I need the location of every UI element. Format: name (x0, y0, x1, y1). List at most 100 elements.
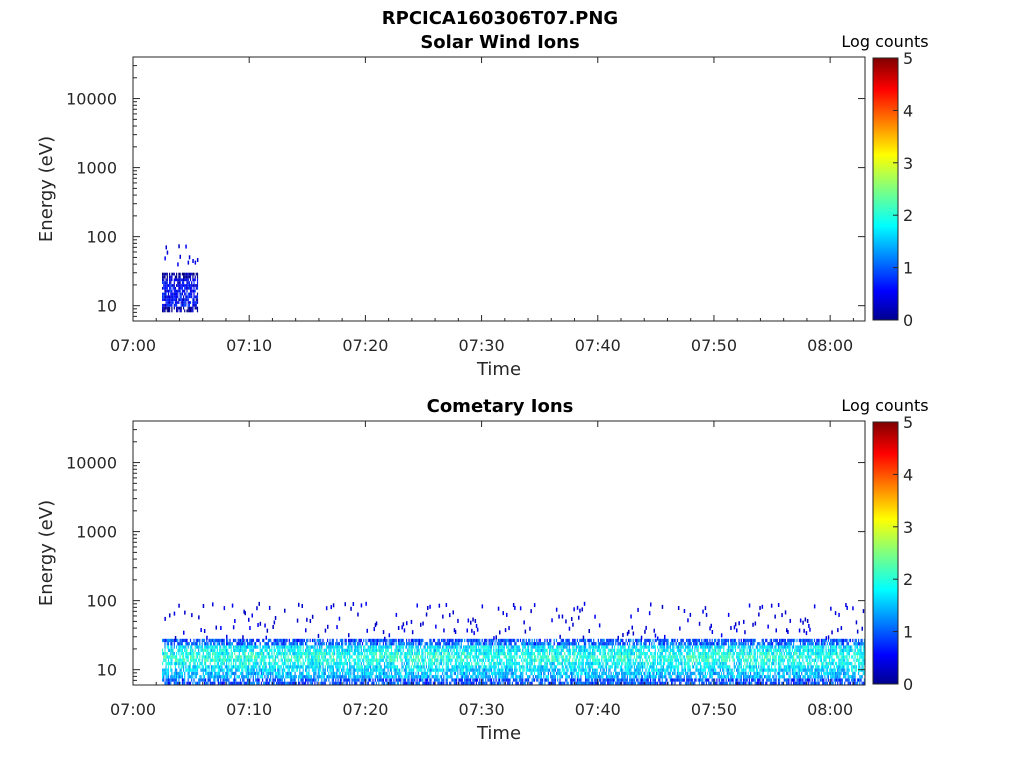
spectrogram-cell (392, 658, 394, 662)
spectrogram-cell (371, 668, 373, 672)
spectrogram-cell (504, 628, 507, 633)
spectrogram-cell (447, 642, 450, 646)
spectrogram-cell (325, 642, 328, 646)
spectrogram-cell (378, 638, 380, 643)
spectrogram-cell (510, 652, 512, 656)
spectrogram-cell (614, 655, 616, 659)
spectrogram-cell (630, 661, 632, 666)
spectrogram-cell (212, 645, 214, 649)
spectrogram-cell (578, 668, 580, 672)
spectrogram-cell (523, 668, 525, 672)
spectrogram-cell (621, 652, 623, 656)
spectrogram-cell (442, 655, 444, 659)
spectrogram-cell (336, 638, 338, 643)
spectrogram-cell (248, 655, 250, 659)
spectrogram-cell (536, 638, 538, 643)
spectrogram-cell (368, 638, 371, 643)
spectrogram-cell (174, 289, 176, 293)
spectrogram-cell (644, 675, 646, 679)
spectrogram-cell (580, 675, 582, 679)
spectrogram-cell (590, 675, 592, 679)
spectrogram-cell (358, 648, 360, 652)
spectrogram-cell (257, 645, 259, 649)
spectrogram-cell (209, 645, 211, 649)
spectrogram-cell (291, 668, 293, 672)
spectrogram-cell (411, 652, 414, 656)
spectrogram-cell (258, 601, 260, 606)
spectrogram-cell (356, 661, 358, 666)
spectrogram-cell (199, 681, 201, 685)
spectrogram-cell (514, 642, 516, 646)
spectrogram-cell (317, 638, 319, 643)
spectrogram-cell (352, 652, 354, 656)
spectrogram-cell (427, 648, 429, 652)
spectrogram-cell (179, 286, 181, 290)
spectrogram-cell (488, 661, 490, 666)
spectrogram-cell (298, 648, 300, 652)
spectrogram-cell (597, 648, 599, 652)
spectrogram-cell (309, 658, 311, 662)
spectrogram-cell (535, 665, 537, 669)
spectrogram-cell (274, 661, 276, 666)
spectrogram-cell (306, 642, 308, 646)
spectrogram-cell (411, 648, 414, 652)
spectrogram-cell (253, 668, 255, 672)
spectrogram-cell (379, 648, 381, 652)
spectrogram-cell (394, 671, 396, 676)
spectrogram-cell (280, 675, 282, 679)
spectrogram-cell (565, 665, 567, 669)
spectrogram-cell (330, 665, 332, 669)
spectrogram-cell (474, 675, 476, 679)
spectrogram-cell (390, 665, 393, 669)
spectrogram-cell (299, 652, 301, 656)
spectrogram-cell (185, 284, 187, 287)
spectrogram-cell (372, 671, 374, 676)
spectrogram-cell (377, 668, 379, 672)
spectrogram-cell (338, 668, 340, 672)
spectrogram-cell (196, 655, 199, 659)
spectrogram-cell (162, 652, 164, 656)
spectrogram-cell (525, 642, 527, 646)
spectrogram-cell (461, 665, 463, 669)
spectrogram-cell (208, 665, 210, 669)
spectrogram-cell (275, 645, 278, 649)
spectrogram-cell (178, 642, 180, 646)
spectrogram-cell (447, 658, 450, 662)
spectrogram-cell (370, 665, 372, 669)
spectrogram-cell (580, 655, 582, 659)
spectrogram-cell (243, 642, 245, 646)
spectrogram-cell (215, 638, 217, 643)
spectrogram-cell (293, 648, 295, 652)
spectrogram-cell (450, 655, 452, 659)
spectrogram-cell (568, 626, 571, 631)
spectrogram-cell (526, 658, 529, 662)
spectrogram-cell (643, 681, 645, 685)
spectrogram-cell (561, 661, 563, 666)
spectrogram-cell (460, 665, 462, 669)
spectrogram-cell (605, 645, 608, 649)
spectrogram-cell (478, 648, 480, 652)
spectrogram-cell (605, 658, 608, 662)
spectrogram-cell (179, 671, 181, 676)
spectrogram-cell (575, 642, 577, 646)
spectrogram-cell (572, 638, 574, 643)
spectrogram-cell (172, 655, 174, 659)
spectrogram-cell (402, 638, 404, 643)
spectrogram-cell (196, 638, 199, 643)
spectrogram-cell (365, 671, 367, 676)
spectrogram-cell (646, 678, 648, 682)
spectrogram-cell (184, 272, 186, 276)
spectrogram-cell (430, 642, 432, 646)
spectrogram-cell (181, 681, 183, 685)
spectrogram-cell (350, 661, 352, 666)
spectrogram-cell (188, 275, 190, 279)
spectrogram-cell (583, 668, 585, 672)
spectrogram-cell (480, 671, 482, 676)
spectrogram-cell (396, 645, 398, 649)
spectrogram-cell (524, 655, 526, 659)
spectrogram-cell (208, 675, 210, 679)
spectrogram-cell (486, 645, 488, 649)
spectrogram-cell (559, 675, 561, 679)
spectrogram-cell (522, 645, 524, 649)
spectrogram-cell (614, 665, 616, 669)
